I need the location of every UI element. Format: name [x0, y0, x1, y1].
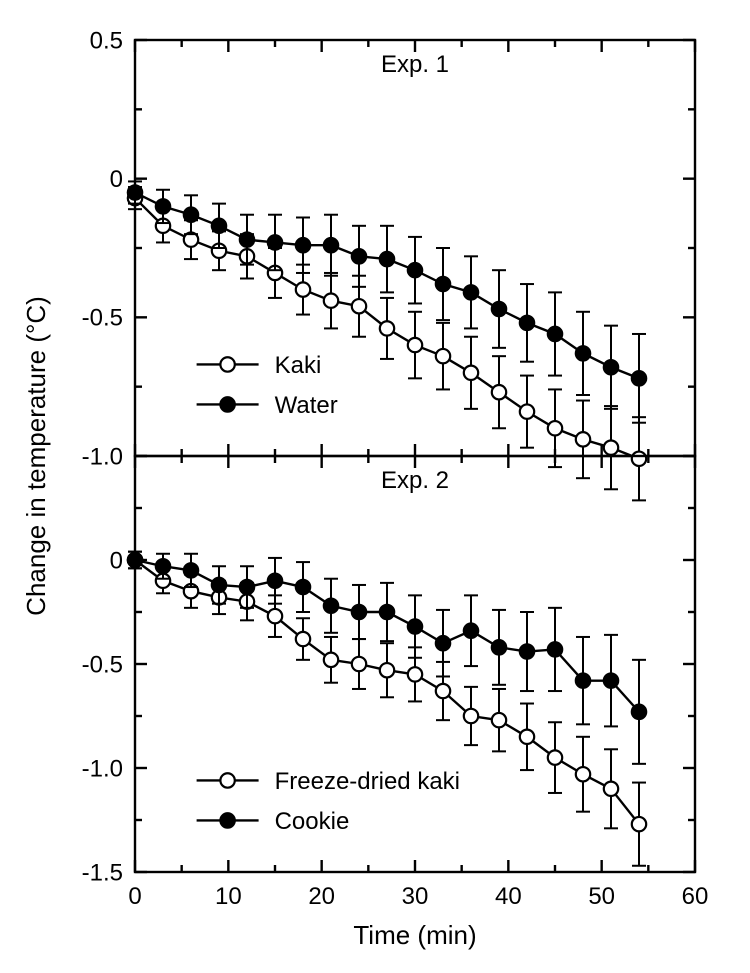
series-marker [492, 385, 506, 399]
series-marker [268, 235, 282, 249]
series-marker [408, 263, 422, 277]
panel-exp2: 0 10 20 30 40 50 60 -1.5 -1.0 -0.5 0 Exp. 2 Freeze-d… [82, 456, 709, 910]
y-tick-label: -1.0 [82, 755, 123, 782]
series-marker [520, 316, 534, 330]
series-marker [436, 277, 450, 291]
y-axis-label: Change in temperature (°C) [21, 296, 51, 616]
panel-title: Exp. 2 [381, 467, 449, 494]
series-marker [240, 232, 254, 246]
series-marker [408, 619, 422, 633]
series-marker [380, 605, 394, 619]
x-tick-label: 10 [215, 883, 242, 910]
series-marker [576, 767, 590, 781]
series-marker [576, 346, 590, 360]
series-marker [492, 713, 506, 727]
y-tick-label: 0.5 [90, 27, 123, 54]
series-marker [296, 580, 310, 594]
series-marker [408, 338, 422, 352]
series-marker [184, 563, 198, 577]
series-marker [520, 644, 534, 658]
series-marker [548, 327, 562, 341]
x-tick-label: 40 [495, 883, 522, 910]
series-marker [212, 578, 226, 592]
series-marker [548, 642, 562, 656]
x-tick-label: 30 [402, 883, 429, 910]
legend-label: Water [275, 392, 338, 419]
series-marker [464, 624, 478, 638]
series-marker [156, 199, 170, 213]
y-tick-label: 0 [110, 547, 123, 574]
series-marker [604, 673, 618, 687]
x-tick-label: 50 [588, 883, 615, 910]
series-marker [352, 299, 366, 313]
series-marker [184, 208, 198, 222]
series-marker [464, 709, 478, 723]
series-marker [604, 440, 618, 454]
legend-label: Kaki [275, 352, 322, 379]
legend-marker [220, 397, 234, 411]
x-tick-label: 20 [308, 883, 335, 910]
series-marker [380, 321, 394, 335]
series-marker [296, 238, 310, 252]
series-marker [604, 782, 618, 796]
series-marker [296, 632, 310, 646]
series-marker [436, 349, 450, 363]
series-marker [576, 432, 590, 446]
series-marker [436, 636, 450, 650]
series-marker [324, 653, 338, 667]
chart-svg: -1.0 -0.5 0 0.5 Exp. 1 Kaki Water 0 10 20 30 40 50 60… [0, 0, 750, 973]
series-marker [324, 238, 338, 252]
x-tick-label: 60 [682, 883, 709, 910]
series-marker [352, 605, 366, 619]
series-marker [492, 302, 506, 316]
series-marker [380, 663, 394, 677]
x-axis-label: Time (min) [353, 920, 476, 950]
series-marker [464, 285, 478, 299]
y-tick-label: -1.5 [82, 859, 123, 886]
series-marker [380, 252, 394, 266]
chart-figure: -1.0 -0.5 0 0.5 Exp. 1 Kaki Water 0 10 20 30 40 50 60… [0, 0, 750, 973]
series-marker [520, 404, 534, 418]
series-marker [632, 371, 646, 385]
series-marker [268, 609, 282, 623]
series-marker [548, 421, 562, 435]
series-marker [492, 640, 506, 654]
series-marker [352, 249, 366, 263]
series-marker [324, 599, 338, 613]
series-marker [632, 705, 646, 719]
series-marker [576, 673, 590, 687]
series-marker [296, 282, 310, 296]
series-marker [436, 684, 450, 698]
legend-label: Cookie [275, 808, 350, 835]
y-tick-label: -0.5 [82, 651, 123, 678]
series-marker [352, 657, 366, 671]
series-marker [212, 219, 226, 233]
legend-marker [220, 813, 234, 827]
series-marker [632, 817, 646, 831]
series-marker [464, 366, 478, 380]
legend-marker [220, 357, 234, 371]
series-marker [324, 293, 338, 307]
panel-title: Exp. 1 [381, 51, 449, 78]
series-marker [604, 360, 618, 374]
x-tick-label: 0 [128, 883, 141, 910]
series-marker [240, 580, 254, 594]
series-marker [632, 452, 646, 466]
series-marker [548, 750, 562, 764]
legend-marker [220, 773, 234, 787]
y-tick-label: 0 [110, 166, 123, 193]
series-marker [128, 553, 142, 567]
series-marker [128, 185, 142, 199]
legend-label: Freeze-dried kaki [275, 768, 460, 795]
y-tick-label: -1.0 [82, 443, 123, 470]
series-marker [520, 730, 534, 744]
y-tick-label: -0.5 [82, 305, 123, 332]
series-marker [408, 667, 422, 681]
series-marker [268, 574, 282, 588]
panel-exp1: -1.0 -0.5 0 0.5 Exp. 1 Kaki Water [82, 27, 695, 500]
series-marker [156, 559, 170, 573]
